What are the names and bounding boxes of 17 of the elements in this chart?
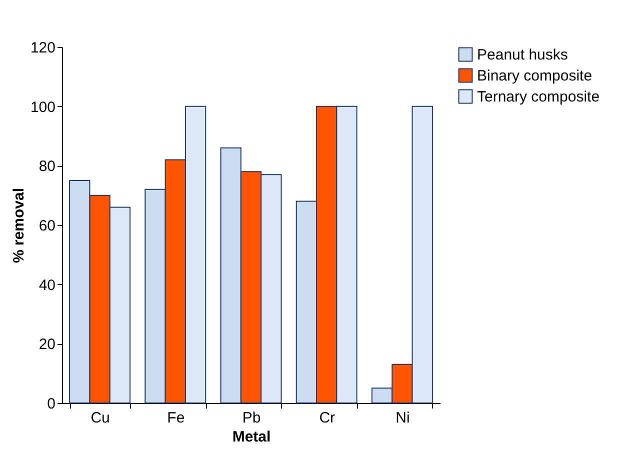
legend-label: Peanut husks <box>477 46 568 64</box>
legend-label: Ternary composite <box>477 88 600 106</box>
y-tick-label: 60 <box>38 218 56 234</box>
x-tick-label: Pb <box>242 410 261 426</box>
y-tick-label: 20 <box>38 336 56 354</box>
x-tick-label: Cr <box>319 410 336 426</box>
x-tick-label: Fe <box>167 410 185 426</box>
x-tick-label: Ni <box>396 410 410 426</box>
y-axis-title: % removal <box>10 188 28 264</box>
legend-label: Binary composite <box>477 68 592 84</box>
x-axis-title: Metal <box>232 428 271 446</box>
y-tick-label: 40 <box>38 276 56 294</box>
x-tick-label: Cu <box>90 410 110 426</box>
y-tick-label: 80 <box>38 158 56 176</box>
y-tick-label: 100 <box>30 98 56 116</box>
y-tick-label: 120 <box>30 40 56 56</box>
y-tick-label: 0 <box>47 396 56 412</box>
